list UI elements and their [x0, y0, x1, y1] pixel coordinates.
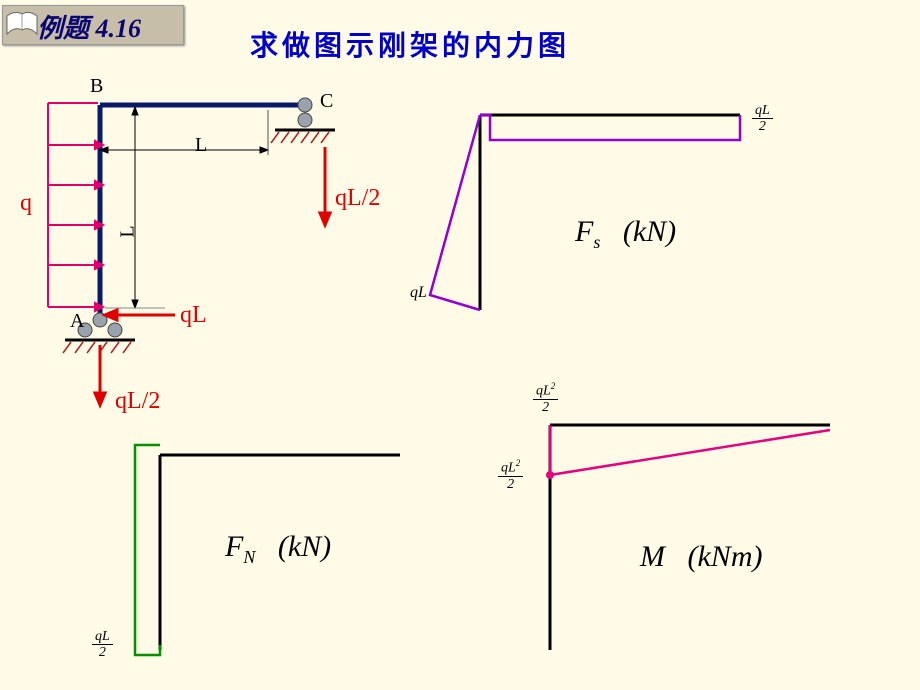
fs-title: Fs (kN) — [575, 215, 676, 253]
dim-l-h: L — [195, 134, 207, 157]
moment-diagram — [510, 390, 910, 680]
book-icon — [5, 8, 39, 42]
reaction-ah-label: qL — [180, 302, 207, 329]
fn-title: FN (kN) — [225, 530, 331, 568]
point-a-label: A — [70, 310, 84, 333]
point-c-label: C — [320, 90, 333, 113]
reaction-c — [320, 147, 330, 225]
m-title: M (kNm) — [640, 540, 762, 574]
q-label: q — [20, 190, 32, 217]
fs-ql-label: qL — [410, 284, 427, 302]
reaction-a-h — [105, 310, 175, 320]
point-b-label: B — [90, 75, 103, 98]
fn-ql2-label: qL2 — [92, 630, 113, 660]
m-top-label: qL22 — [533, 382, 558, 415]
dim-l-v: L — [117, 225, 140, 237]
shear-diagram — [420, 80, 900, 340]
m-mid-label: qL22 — [498, 459, 523, 492]
reaction-c-label: qL/2 — [335, 185, 380, 212]
structure-diagram — [0, 55, 400, 415]
distributed-load-arrows — [48, 141, 103, 311]
fs-ql2-label: qL2 — [752, 104, 773, 134]
reaction-a-v — [95, 345, 105, 405]
reaction-av-label: qL/2 — [115, 388, 160, 415]
header-box: 例题 4.16 — [2, 5, 184, 45]
